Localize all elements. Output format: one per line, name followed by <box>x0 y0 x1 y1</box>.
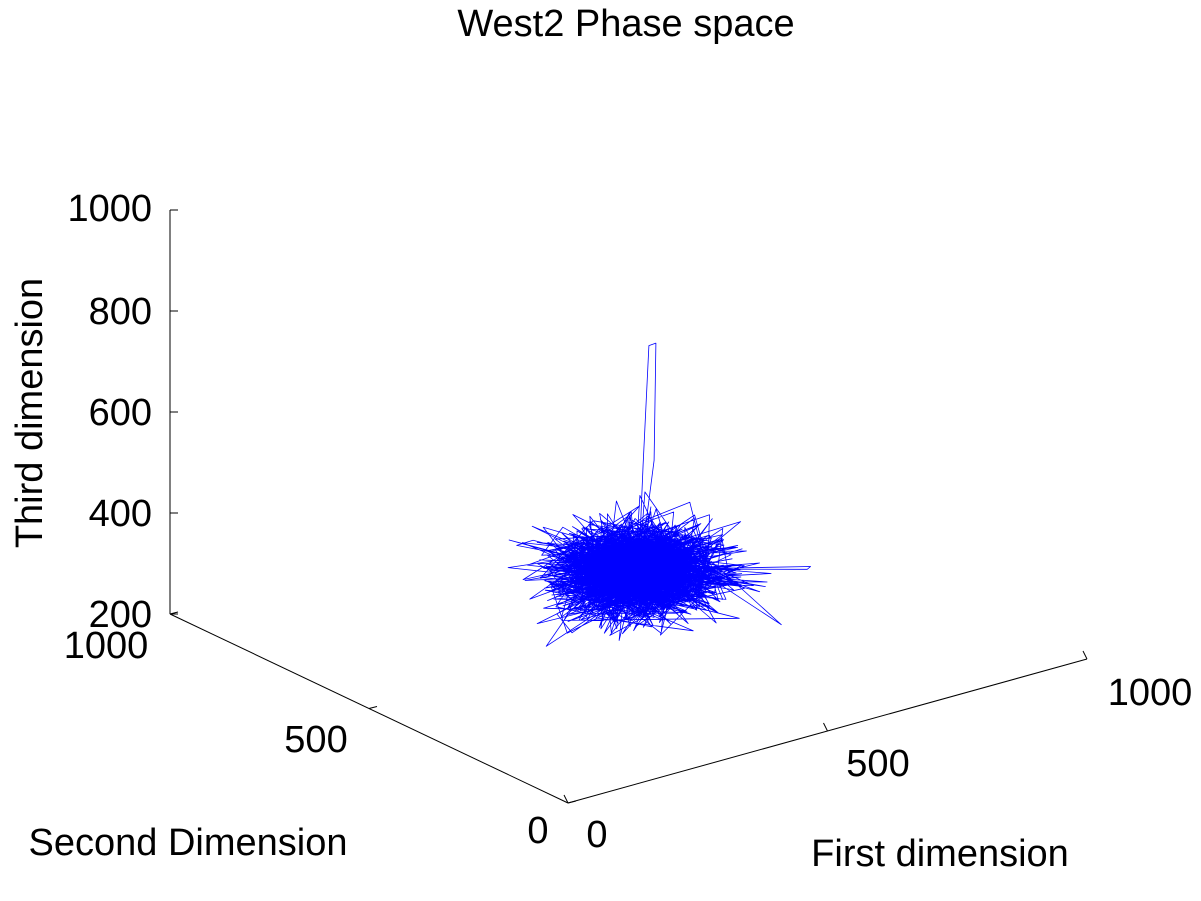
z-tick-label: 600 <box>89 392 152 434</box>
series-line-0 <box>507 342 811 647</box>
tick-marks <box>169 209 1088 804</box>
tick-labels: 200 400 600 800 1000 0 500 1000 0 500 10… <box>64 188 1193 856</box>
z-axis-label: Third dimension <box>9 278 51 548</box>
y-tick-label: 500 <box>284 719 347 761</box>
y-tick <box>169 611 179 615</box>
x-axis-label: First dimension <box>811 833 1069 875</box>
y-tick-label: 0 <box>527 810 548 852</box>
x-tick <box>563 794 569 804</box>
y-tick <box>368 706 378 709</box>
x-tick-label: 1000 <box>1108 672 1193 714</box>
z-tick-label: 800 <box>89 291 152 333</box>
y-axis-label: Second Dimension <box>29 822 348 864</box>
x-tick-label: 0 <box>586 814 607 856</box>
z-tick-label: 400 <box>89 493 152 535</box>
phase-trajectory <box>507 342 811 647</box>
z-tick-label: 200 <box>89 594 152 636</box>
x-tick <box>1082 650 1088 660</box>
chart-title: West2 Phase space <box>457 3 794 45</box>
z-tick-label: 1000 <box>67 188 152 230</box>
y-tick-label: 1000 <box>64 625 149 667</box>
axes-3d <box>169 210 1088 804</box>
x-tick-label: 500 <box>846 743 909 785</box>
y-tick <box>567 800 577 804</box>
x-tick <box>823 722 828 732</box>
